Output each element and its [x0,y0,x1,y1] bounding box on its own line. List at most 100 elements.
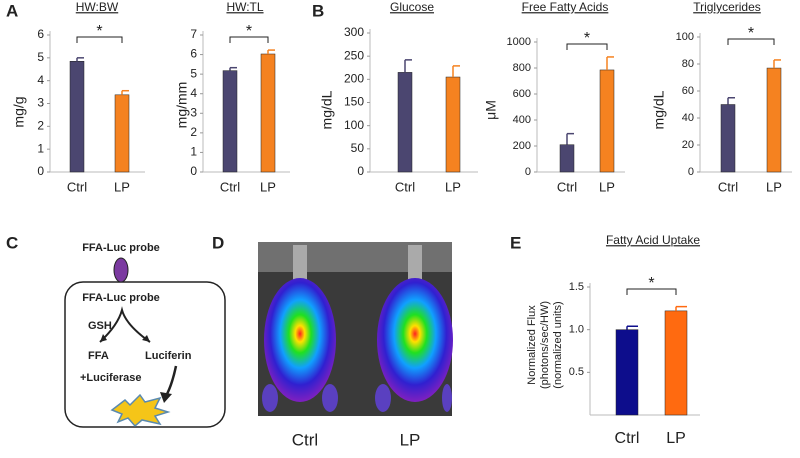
x-tick-label: LP [766,179,782,194]
x-tick-label: Ctrl [67,179,87,194]
transporter [113,257,129,283]
y-tick-label: 250 [344,48,364,62]
imaging: Ctrl LP [258,242,453,449]
y-axis-label: mg/g [11,96,27,127]
bar [559,144,575,173]
y-axis-label: mg/dL [651,90,667,129]
panel-label: D [212,233,224,252]
y-axis-label: mg/dL [319,90,335,129]
bar [260,53,276,173]
panel-label: E [510,233,521,252]
significance-label: * [584,30,590,47]
y-tick-label: 0.5 [569,366,584,378]
significance-bracket [626,288,677,295]
bar [615,329,639,416]
ffa-label: FFA [88,350,109,362]
bar [766,67,782,173]
y-tick-label: 6 [37,27,44,41]
bar [664,310,688,416]
y-tick-label: 3 [37,96,44,110]
luciferin-label: Luciferin [145,350,192,362]
y-tick-label: 80 [682,58,694,70]
y-tick-label: 1000 [507,36,531,48]
significance-label: * [246,23,252,40]
y-tick-label: 0 [525,166,531,178]
probe-label: FFA-Luc probe [82,242,160,254]
y-tick-label: 0 [37,164,44,178]
bar [114,94,130,173]
y-tick-label: 600 [513,88,531,100]
significance-bracket [76,36,123,43]
y-tick-label: 4 [37,73,44,87]
diagram: FFA-Luc probe FFA-Luc probe GSH FFA Luci… [64,242,226,428]
significance-label: * [648,275,654,292]
y-tick-label: 1 [190,145,197,159]
panel-label: B [312,1,324,20]
significance-bracket [229,36,269,43]
bar [445,76,461,173]
x-tick-label: Ctrl [718,179,738,194]
luciferase-label: +Luciferase [80,372,141,384]
y-tick-label: 150 [344,95,364,109]
y-tick-label: 2 [190,125,197,139]
chart-title: Free Fatty Acids [522,0,609,14]
paw [375,384,391,412]
paw [322,384,338,412]
x-tick-label: LP [260,179,276,194]
y-tick-label: 100 [676,31,694,43]
image-top [258,242,452,272]
light-burst [110,393,171,428]
x-tick-label: LP [666,430,686,447]
paw [262,384,278,412]
y-tick-label: 0 [357,164,364,178]
bar [222,70,238,173]
significance-label: * [96,23,102,40]
x-tick-label: LP [445,179,461,194]
probe-label: FFA-Luc probe [82,292,160,304]
y-tick-label: 3 [190,105,197,119]
y-axis-label: Normalized Flux [526,305,538,385]
significance-bracket [727,38,775,45]
image-label: Ctrl [292,430,318,449]
chart-title: HW:TL [226,0,263,14]
y-tick-label: 6 [190,47,197,61]
y-axis-label: mg/mm [174,82,190,129]
x-tick-label: Ctrl [395,179,415,194]
cell [64,281,226,428]
x-tick-label: Ctrl [220,179,240,194]
y-tick-label: 0 [688,166,694,178]
gsh-label: GSH [88,320,112,332]
bar [69,61,85,173]
y-tick-label: 300 [344,25,364,39]
significance-bracket [566,43,608,50]
y-tick-label: 2 [37,119,44,133]
panel-label: C [6,233,18,252]
y-axis-label: μM [483,100,499,120]
bar [720,104,736,173]
y-tick-label: 7 [190,27,197,41]
y-tick-label: 5 [37,50,44,64]
y-tick-label: 200 [513,140,531,152]
chart-title: Triglycerides [693,0,761,14]
x-tick-label: Ctrl [557,179,577,194]
y-axis-label: (normalized units) [552,301,564,388]
reaction-arrow [99,306,151,343]
chart-title: Fatty Acid Uptake [606,233,700,247]
y-tick-label: 5 [190,66,197,80]
y-tick-label: 0 [190,164,197,178]
x-tick-label: LP [114,179,130,194]
arrow-head [160,392,172,403]
y-tick-label: 100 [344,118,364,132]
y-tick-label: 200 [344,72,364,86]
paw [442,384,452,412]
y-axis-label: (photons/sec/HW) [539,301,551,389]
y-tick-label: 1.0 [569,324,584,336]
y-tick-label: 1.5 [569,281,584,293]
mouse [264,278,336,402]
y-tick-label: 50 [351,141,365,155]
y-tick-label: 4 [190,86,197,100]
y-tick-label: 60 [682,85,694,97]
x-tick-label: LP [599,179,615,194]
mouse [377,278,453,402]
